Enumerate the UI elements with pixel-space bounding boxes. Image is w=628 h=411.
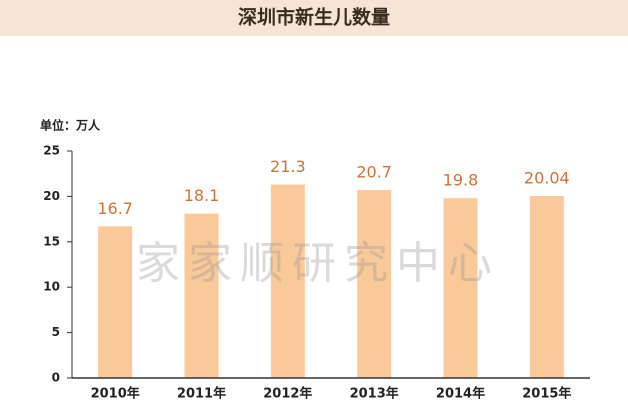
y-tick-label: 5 (52, 325, 60, 339)
x-tick-label: 2012年 (263, 386, 312, 402)
value-label: 16.7 (97, 199, 133, 218)
bar (529, 196, 564, 378)
value-label: 18.1 (184, 186, 220, 205)
watermark: 家家顺研究中心 (136, 238, 500, 289)
title-bar (0, 0, 628, 36)
y-tick-label: 10 (43, 280, 60, 294)
y-tick-label: 0 (52, 371, 60, 385)
bar (357, 190, 392, 378)
unit-label: 单位：万人 (40, 118, 101, 133)
value-label: 20.04 (524, 169, 570, 188)
x-tick-label: 2013年 (350, 386, 399, 402)
bar (443, 198, 478, 378)
y-tick-label: 20 (43, 189, 60, 203)
value-label: 21.3 (270, 157, 306, 176)
bar (98, 226, 133, 378)
y-tick-label: 15 (43, 234, 60, 248)
x-tick-label: 2015年 (522, 386, 571, 402)
bar (270, 184, 305, 378)
y-tick-label: 25 (43, 144, 60, 158)
x-tick-label: 2014年 (436, 386, 485, 402)
chart-title: 深圳市新生儿数量 (238, 6, 390, 29)
value-label: 20.7 (356, 163, 392, 182)
x-tick-label: 2011年 (177, 386, 226, 402)
bar (184, 213, 219, 378)
x-tick-label: 2010年 (91, 386, 140, 402)
value-label: 19.8 (443, 171, 479, 190)
